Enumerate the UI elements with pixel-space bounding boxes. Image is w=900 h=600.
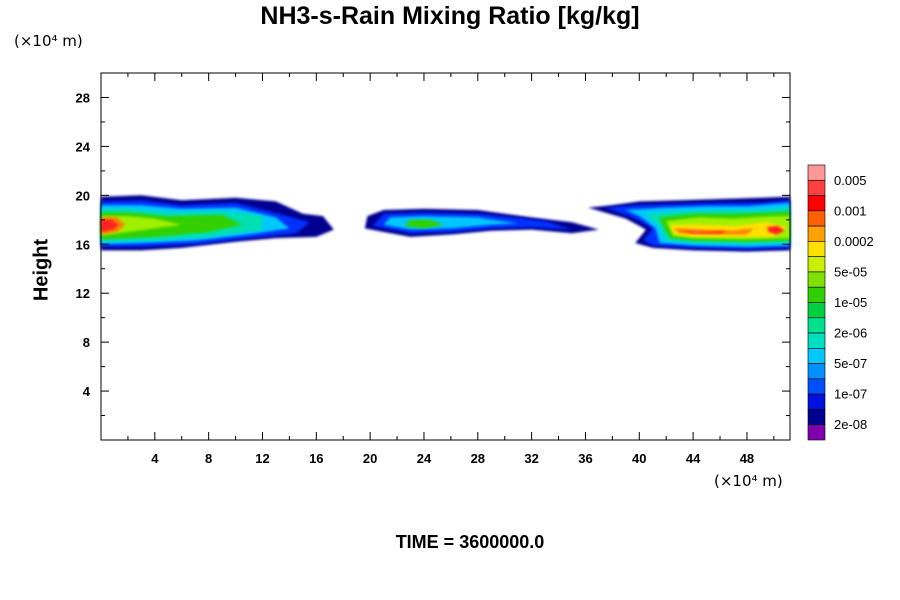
y-tick-label: 24 [76, 139, 91, 154]
x-tick-label: 48 [740, 451, 754, 466]
y-tick-label: 12 [76, 286, 90, 301]
x-tick-label: 24 [417, 451, 432, 466]
colorbar-swatch [807, 317, 826, 334]
x-tick-label: 16 [309, 451, 323, 466]
colorbar-label: 2e-06 [834, 326, 867, 341]
plot-frame [100, 72, 791, 441]
x-tick-label: 36 [578, 451, 592, 466]
colorbar-swatch [807, 256, 826, 273]
time-label: TIME = 3600000.0 [395, 532, 545, 552]
colorbar-swatch [807, 225, 826, 242]
colorbar-label: 1e-07 [834, 387, 867, 402]
colorbar-swatch [807, 302, 826, 319]
x-tick-label: 8 [205, 451, 212, 466]
x-tick-label: 32 [524, 451, 538, 466]
y-tick-label: 16 [76, 237, 90, 252]
cloud-center-green [403, 219, 445, 229]
colorbar-swatch [807, 286, 826, 303]
plot-area [101, 195, 790, 252]
colorbar-label: 0.0002 [834, 234, 874, 249]
colorbar-swatch [807, 409, 826, 426]
colorbar-swatch [807, 424, 826, 441]
y-axis-unit: (×10⁴ m) [14, 32, 83, 50]
chart-title: NH3-s-Rain Mixing Ratio [kg/kg] [260, 2, 640, 30]
y-tick-label: 28 [76, 90, 90, 105]
colorbar-swatch [807, 332, 826, 349]
colorbar-label: 2e-08 [834, 417, 867, 432]
y-tick-label: 20 [76, 188, 90, 203]
colorbar-swatch [807, 378, 826, 395]
colorbar-label: 1e-05 [834, 295, 867, 310]
colorbar-swatch [807, 363, 826, 380]
colorbar-label: 5e-07 [834, 356, 867, 371]
cloud-left-lime [101, 216, 182, 236]
colorbar-swatch [807, 179, 826, 196]
x-tick-label: 20 [363, 451, 377, 466]
cloud-left-red [101, 219, 119, 232]
colorbar-label: 0.005 [834, 173, 867, 188]
cloud-right-red-2 [767, 225, 785, 235]
colorbar-swatch [807, 241, 826, 257]
x-tick-label: 12 [255, 451, 269, 466]
colorbar-swatch [807, 348, 826, 364]
colorbar-swatch [807, 164, 826, 181]
x-axis-unit: (×10⁴ m) [714, 472, 783, 490]
y-tick-label: 4 [83, 384, 91, 399]
y-tick-label: 8 [83, 335, 90, 350]
x-tick-label: 28 [471, 451, 485, 466]
x-tick-label: 40 [632, 451, 646, 466]
colorbar-label: 5e-05 [834, 264, 867, 279]
colorbar-swatch [807, 210, 826, 227]
colorbar-swatch [807, 393, 826, 410]
cloud-right-pink [690, 231, 702, 233]
colorbar: 0.005 0.001 0.0002 5e-05 1e-05 2e-06 5e-07 1e-0… [807, 164, 874, 441]
x-tick-label: 44 [686, 451, 701, 466]
colorbar-swatch [807, 195, 826, 212]
colorbar-swatch [807, 271, 826, 288]
colorbar-label: 0.001 [834, 203, 867, 218]
x-tick-label: 4 [151, 451, 159, 466]
